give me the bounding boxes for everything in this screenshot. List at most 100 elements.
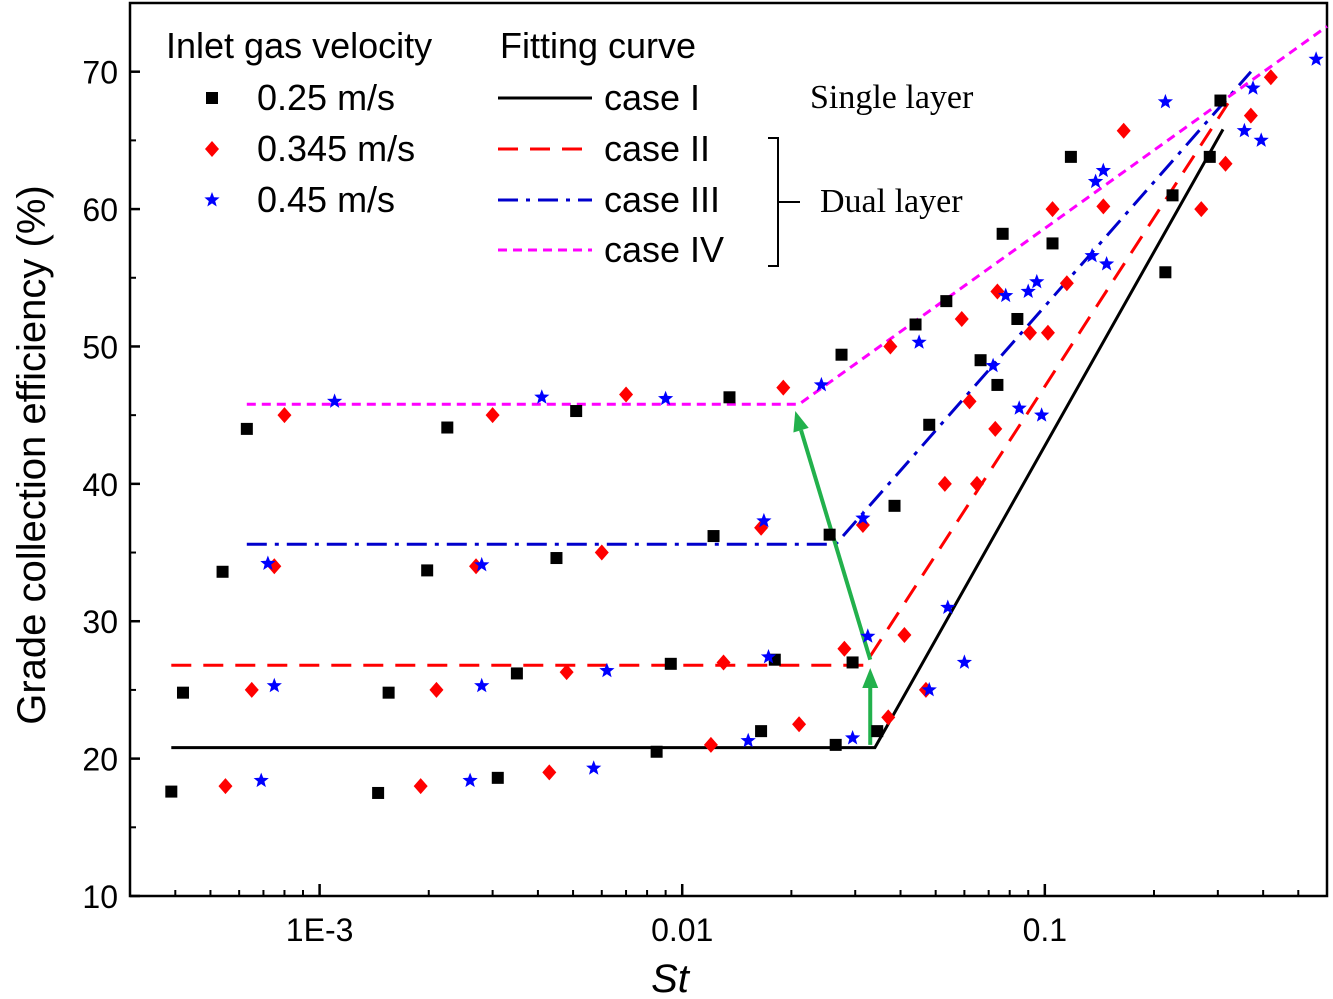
data-point-series-1	[823, 528, 836, 541]
data-point-series-2	[542, 764, 557, 781]
annotation-single-layer: Single layer	[810, 79, 974, 116]
axis-ticks: 10 20 30 40 50 60 70 1E-3 0.01 0.1	[82, 55, 1300, 948]
y-tick-label: 40	[82, 467, 118, 503]
data-point-series-3	[1011, 400, 1027, 415]
data-point-series-3	[740, 732, 756, 748]
data-point-series-1	[909, 318, 922, 331]
y-tick-label: 10	[82, 879, 118, 915]
x-tick-label: 0.1	[1023, 912, 1067, 948]
data-point-series-1	[835, 348, 848, 361]
data-point-series-2	[594, 544, 609, 561]
data-point-series-3	[1236, 122, 1252, 138]
data-point-series-1	[707, 530, 720, 543]
data-point-series-3	[1034, 407, 1050, 422]
arrow-head-2	[793, 411, 809, 433]
data-point-series-3	[474, 677, 490, 693]
data-point-series-2	[1116, 122, 1131, 139]
data-point-series-2	[988, 420, 1003, 437]
data-point-series-1	[441, 421, 454, 434]
data-point-series-2	[244, 681, 259, 698]
dual-layer-brace	[768, 137, 800, 267]
data-point-series-3	[845, 730, 861, 745]
data-point-series-1	[664, 657, 677, 670]
legend-label-s3: 0.45 m/s	[257, 179, 395, 220]
legend-title-fit: Fitting curve	[500, 25, 696, 66]
data-point-series-1	[216, 565, 229, 578]
data-point-series-1	[240, 422, 253, 435]
data-point-series-2	[277, 407, 292, 424]
data-point-series-1	[1203, 150, 1216, 163]
y-tick-label: 60	[82, 192, 118, 228]
data-point-series-3	[860, 628, 876, 643]
legend-marker-series-3	[204, 192, 220, 207]
data-point-series-1	[165, 785, 178, 798]
data-point-series-2	[429, 681, 444, 698]
y-tick-label: 20	[82, 742, 118, 778]
data-point-series-1	[940, 295, 953, 308]
legend-label-case1: case I	[604, 77, 700, 118]
data-point-series-1	[491, 771, 504, 784]
data-point-series-1	[510, 667, 523, 680]
data-point-series-2	[1194, 201, 1209, 218]
fit-line-case-4	[246, 25, 1328, 406]
data-point-series-2	[1263, 69, 1278, 86]
data-point-series-2	[1059, 275, 1074, 292]
data-point-series-1	[974, 354, 987, 367]
data-point-series-3	[855, 510, 871, 525]
data-point-series-2	[792, 716, 807, 733]
arrow-shaft-2	[799, 429, 873, 661]
legend-lines	[498, 96, 592, 252]
data-point-series-1	[382, 686, 395, 699]
data-point-series-3	[1308, 51, 1324, 66]
data-point-series-3	[1253, 132, 1269, 147]
data-point-series-2	[619, 386, 634, 403]
data-point-series-1	[846, 656, 859, 669]
data-point-series-1	[570, 405, 583, 418]
data-point-series-3	[921, 681, 937, 697]
data-point-series-2	[1040, 324, 1055, 341]
y-tick-label: 70	[82, 55, 118, 91]
fit-line-case-1	[171, 128, 1225, 750]
legend-label-case3: case III	[604, 179, 720, 220]
data-point-series-1	[888, 499, 901, 512]
data-point-series-2	[413, 778, 428, 795]
data-point-series-2	[559, 664, 574, 681]
data-point-series-2	[1243, 107, 1258, 124]
data-point-series-3	[534, 389, 550, 404]
data-point-series-3	[327, 393, 343, 408]
data-point-series-1	[1064, 150, 1077, 163]
data-point-series-1	[755, 725, 768, 738]
green-arrows	[793, 411, 879, 745]
data-point-series-3	[1245, 80, 1261, 95]
data-point-series-1	[923, 418, 936, 431]
data-point-series-3	[756, 512, 772, 528]
legend: Inlet gas velocity Fitting curve 0.25 m/…	[166, 25, 724, 270]
data-point-series-2	[703, 736, 718, 753]
legend-markers	[204, 92, 220, 207]
data-point-series-1	[550, 552, 563, 565]
y-tick-label: 50	[82, 329, 118, 365]
data-point-series-2	[962, 393, 977, 410]
data-point-series-2	[1022, 324, 1037, 341]
data-point-series-2	[1096, 198, 1111, 215]
data-point-series-3	[260, 555, 276, 570]
data-point-series-3	[1157, 93, 1173, 109]
arrow-head-1	[862, 667, 879, 688]
data-point-series-3	[474, 556, 490, 572]
data-point-series-2	[1045, 201, 1060, 218]
data-point-series-2	[883, 338, 898, 355]
data-point-series-1	[372, 786, 385, 799]
data-point-series-3	[462, 772, 478, 788]
data-point-series-1	[871, 725, 884, 738]
data-point-series-1	[1214, 94, 1227, 107]
x-tick-label: 1E-3	[286, 912, 354, 948]
legend-title-scatter: Inlet gas velocity	[166, 25, 432, 66]
data-point-series-3	[599, 662, 615, 678]
data-point-series-3	[956, 654, 972, 669]
data-point-series-1	[421, 564, 434, 577]
legend-label-s2: 0.345 m/s	[257, 128, 415, 169]
data-point-series-2	[776, 379, 791, 396]
data-point-series-3	[1095, 162, 1111, 178]
data-point-series-3	[253, 772, 269, 788]
